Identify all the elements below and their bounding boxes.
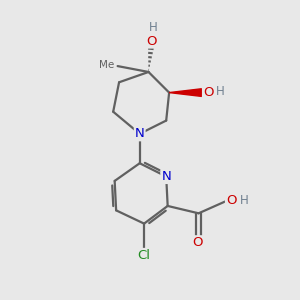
Text: H: H <box>240 194 249 207</box>
Text: N: N <box>161 170 171 183</box>
Text: Me: Me <box>99 61 114 70</box>
Text: H: H <box>148 21 157 34</box>
Text: O: O <box>146 34 157 48</box>
Text: O: O <box>226 194 236 207</box>
Text: Cl: Cl <box>138 249 151 262</box>
Text: O: O <box>203 86 214 99</box>
Text: O: O <box>192 236 202 249</box>
Polygon shape <box>169 89 202 96</box>
Text: N: N <box>135 127 145 140</box>
Text: H: H <box>216 85 225 98</box>
